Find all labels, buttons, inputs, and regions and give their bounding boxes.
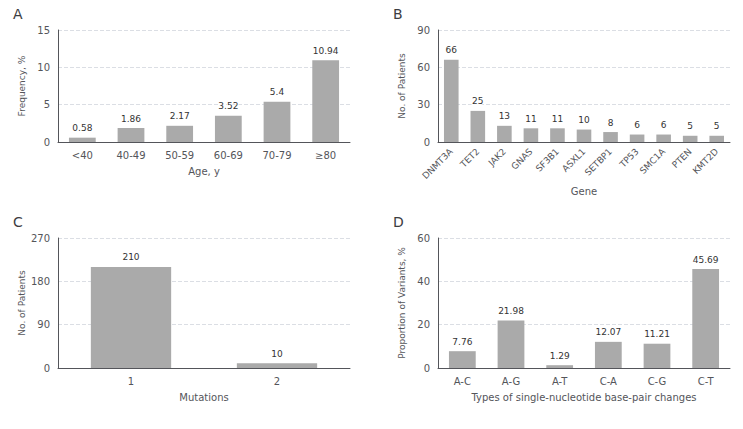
- svg-text:8: 8: [608, 118, 614, 128]
- svg-text:SMC1A: SMC1A: [638, 146, 668, 176]
- svg-text:15: 15: [37, 25, 50, 36]
- svg-text:C-T: C-T: [698, 376, 715, 387]
- svg-text:1: 1: [128, 376, 134, 387]
- svg-text:3.52: 3.52: [218, 101, 238, 111]
- svg-text:180: 180: [31, 276, 50, 287]
- svg-text:5: 5: [714, 121, 720, 131]
- svg-text:270: 270: [31, 233, 50, 244]
- svg-text:ASXL1: ASXL1: [560, 146, 588, 174]
- svg-text:7.76: 7.76: [452, 337, 472, 347]
- svg-text:DNMT3A: DNMT3A: [420, 146, 455, 181]
- svg-text:Types of single-nucleotide bas: Types of single-nucleotide base-pair cha…: [471, 392, 697, 403]
- svg-text:6: 6: [634, 120, 640, 130]
- svg-text:40: 40: [417, 276, 430, 287]
- svg-text:60-69: 60-69: [214, 150, 243, 161]
- svg-text:66: 66: [446, 45, 458, 55]
- svg-text:SETBP1: SETBP1: [583, 146, 614, 177]
- svg-text:5.4: 5.4: [270, 87, 285, 97]
- svg-text:5: 5: [687, 121, 693, 131]
- svg-text:50-59: 50-59: [165, 150, 194, 161]
- svg-text:Gene: Gene: [571, 186, 597, 197]
- svg-text:A-C: A-C: [454, 376, 471, 387]
- svg-text:Proportion of Variants, %: Proportion of Variants, %: [397, 247, 407, 359]
- svg-text:90: 90: [37, 319, 50, 330]
- svg-text:70-79: 70-79: [262, 150, 291, 161]
- svg-text:0: 0: [44, 363, 50, 374]
- svg-text:210: 210: [122, 252, 139, 262]
- svg-text:11: 11: [552, 114, 563, 124]
- svg-text:20: 20: [417, 319, 430, 330]
- svg-text:2.17: 2.17: [170, 111, 190, 121]
- svg-text:No. of Patients: No. of Patients: [17, 270, 27, 336]
- svg-text:5: 5: [44, 99, 50, 110]
- svg-text:0.58: 0.58: [72, 123, 92, 133]
- svg-text:30: 30: [417, 99, 430, 110]
- svg-text:2: 2: [274, 376, 280, 387]
- svg-text:13: 13: [499, 111, 510, 121]
- svg-text:60: 60: [417, 233, 430, 244]
- svg-text:11: 11: [525, 114, 536, 124]
- svg-text:0: 0: [424, 363, 430, 374]
- svg-text:10: 10: [578, 115, 590, 125]
- svg-text:B: B: [393, 6, 403, 22]
- svg-text:6: 6: [661, 120, 667, 130]
- svg-text:11.21: 11.21: [644, 329, 670, 339]
- svg-text:0: 0: [44, 137, 50, 148]
- svg-text:C-G: C-G: [648, 376, 667, 387]
- svg-text:A: A: [13, 6, 23, 22]
- svg-text:A-G: A-G: [502, 376, 520, 387]
- svg-text:PTEN: PTEN: [670, 146, 694, 170]
- svg-text:0: 0: [424, 137, 430, 148]
- svg-text:45.69: 45.69: [693, 255, 719, 265]
- svg-text:C-A: C-A: [600, 376, 617, 387]
- svg-text:SF3B1: SF3B1: [534, 146, 561, 173]
- svg-text:12.07: 12.07: [595, 327, 621, 337]
- svg-text:1.29: 1.29: [550, 351, 570, 361]
- svg-text:A-T: A-T: [552, 376, 568, 387]
- svg-text:C: C: [13, 214, 23, 230]
- svg-text:D: D: [393, 214, 404, 230]
- svg-text:<40: <40: [72, 150, 93, 161]
- svg-text:TP53: TP53: [617, 146, 641, 170]
- svg-text:25: 25: [472, 96, 483, 106]
- svg-text:No. of Patients: No. of Patients: [397, 53, 407, 119]
- svg-text:KMT2D: KMT2D: [691, 146, 721, 176]
- svg-text:TET2: TET2: [458, 146, 482, 170]
- svg-text:Frequency, %: Frequency, %: [17, 55, 27, 116]
- svg-text:1.86: 1.86: [121, 114, 141, 124]
- svg-text:JAK2: JAK2: [486, 146, 508, 168]
- svg-text:10: 10: [37, 62, 50, 73]
- svg-text:60: 60: [417, 62, 430, 73]
- svg-text:Age, y: Age, y: [188, 166, 220, 177]
- svg-text:90: 90: [417, 25, 430, 36]
- svg-text:≥80: ≥80: [315, 150, 336, 161]
- svg-text:21.98: 21.98: [498, 306, 524, 316]
- svg-text:10.94: 10.94: [313, 46, 339, 56]
- svg-text:Mutations: Mutations: [179, 392, 228, 403]
- svg-text:GNAS: GNAS: [509, 146, 534, 171]
- svg-text:10: 10: [271, 349, 283, 359]
- svg-text:40-49: 40-49: [116, 150, 145, 161]
